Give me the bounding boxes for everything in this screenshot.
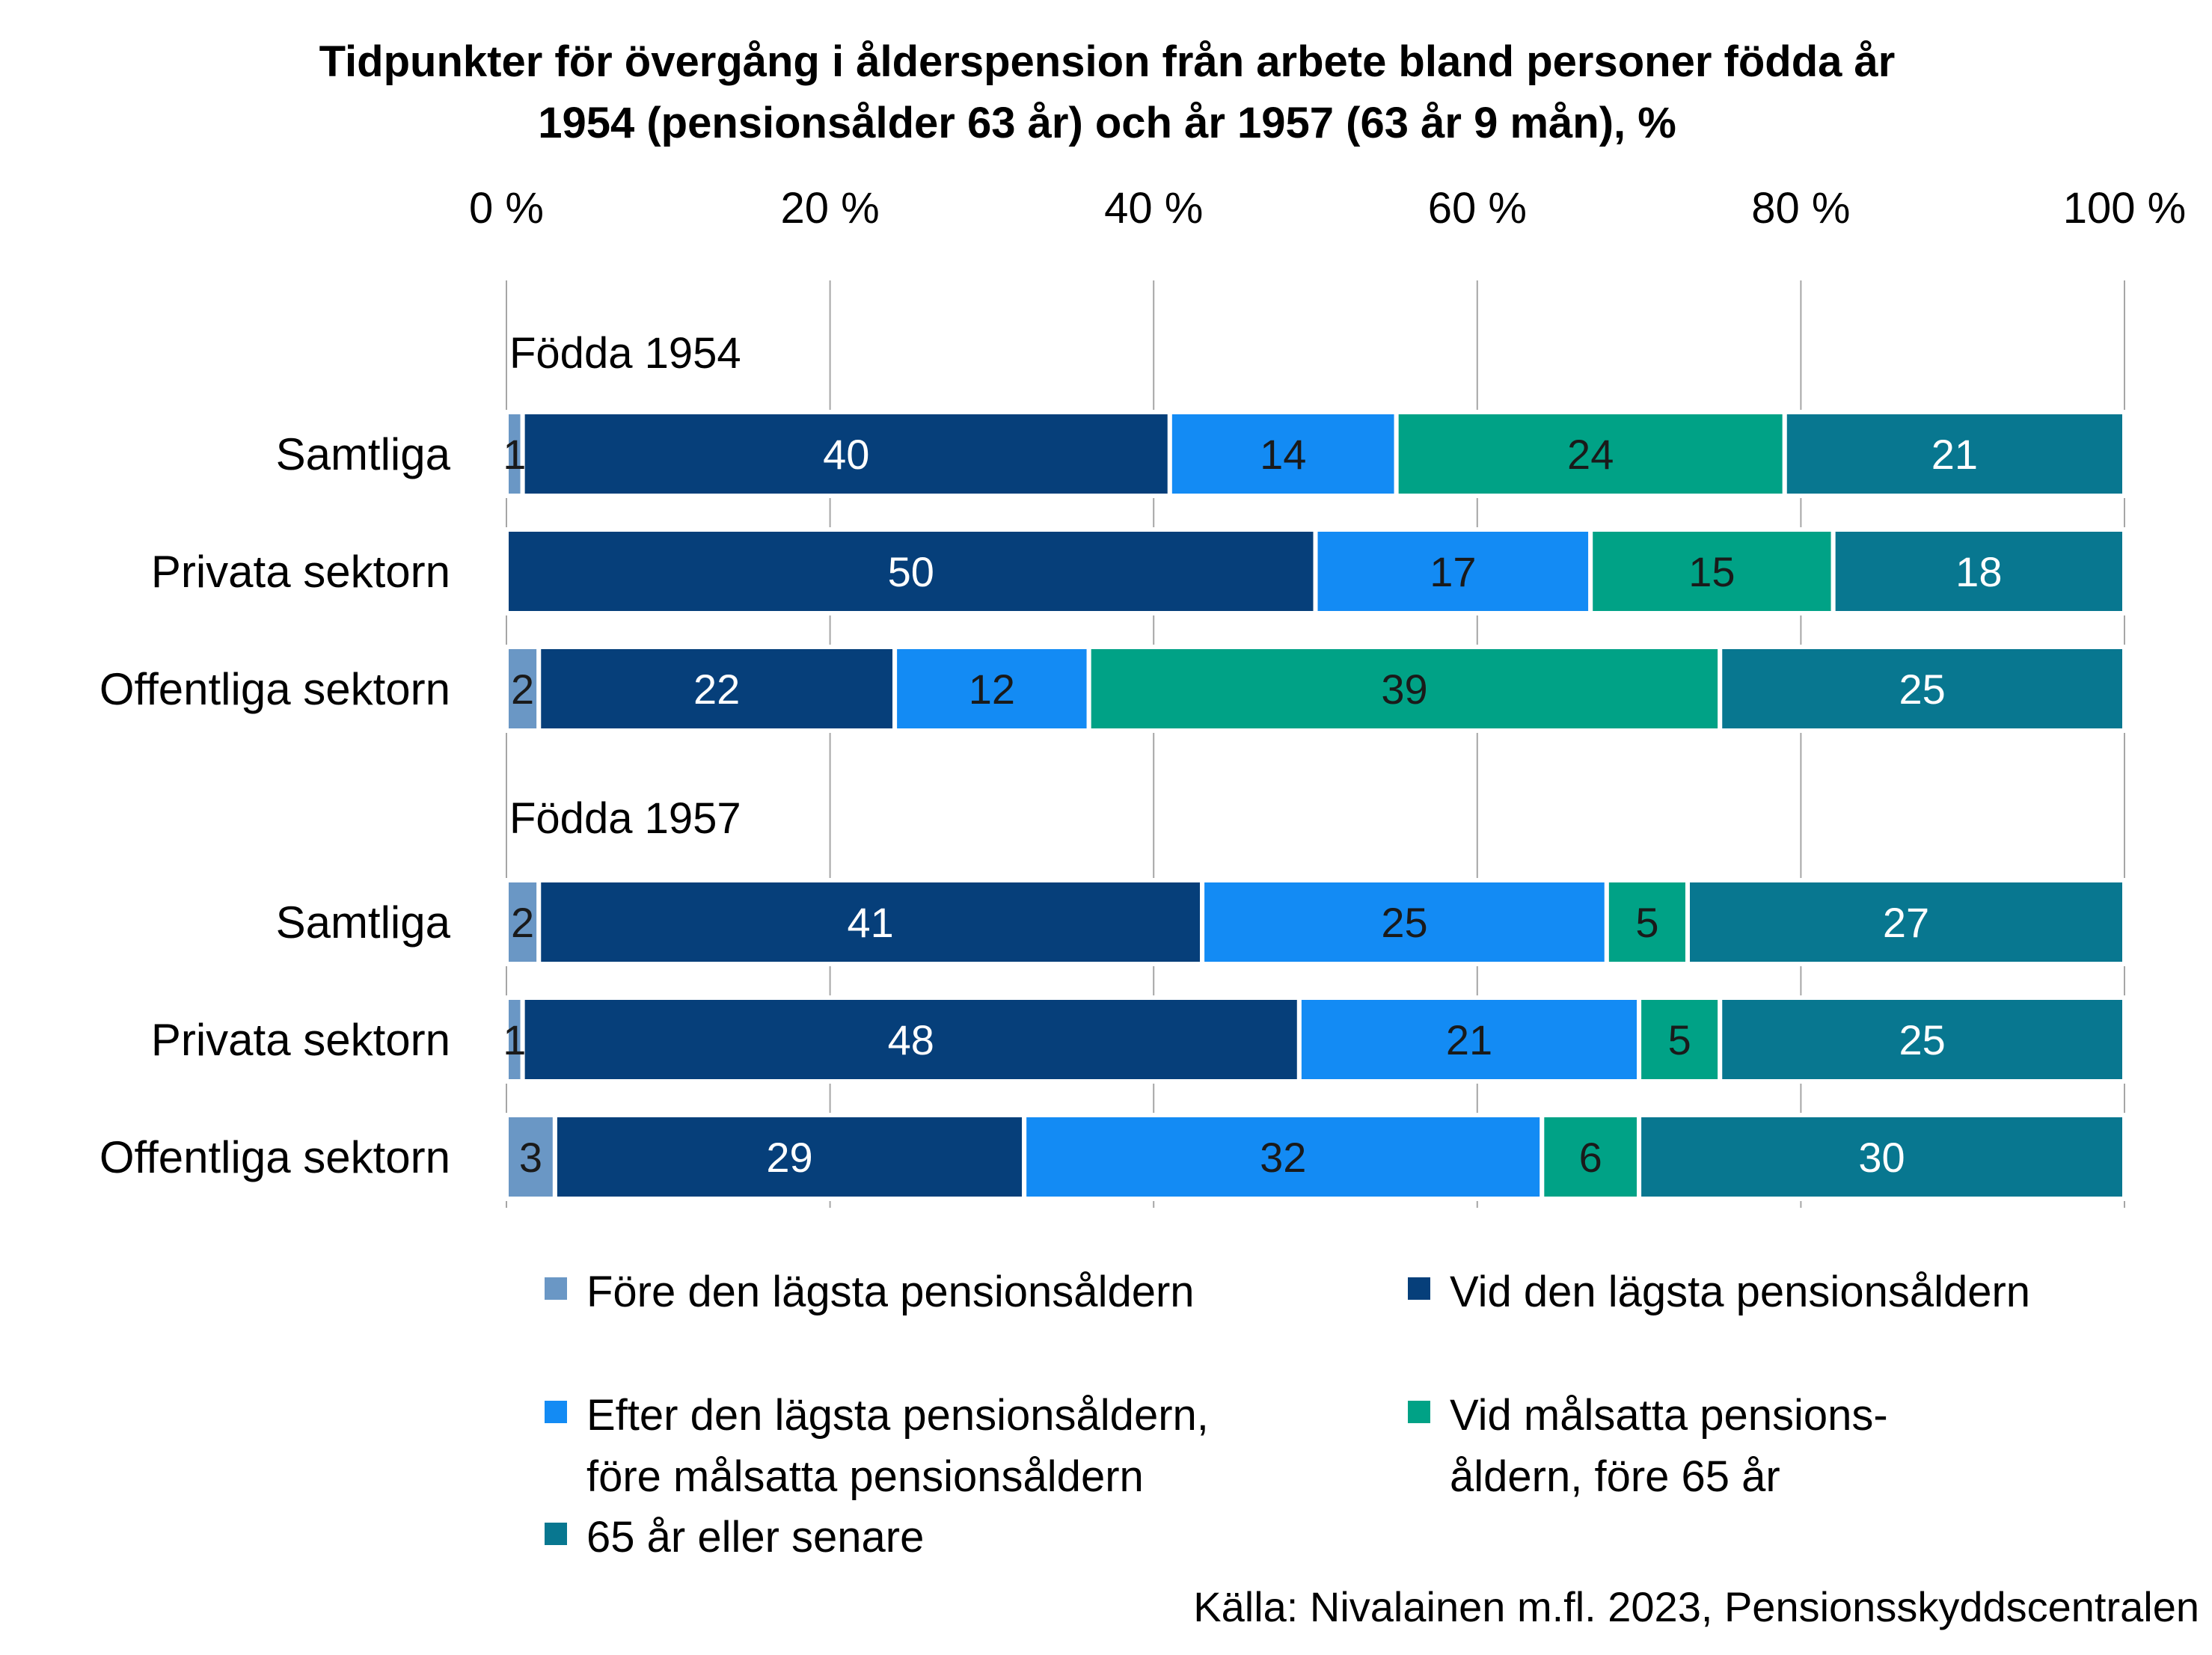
bar-segment [1782,410,2127,498]
legend-label: 65 år eller senare [586,1513,924,1562]
chart-title-line: Tidpunkter för övergång i ålderspension … [319,37,1896,86]
data-label: 21 [1446,1016,1492,1063]
bar-segment [1685,878,2127,966]
x-axis-ticks: 0 % 20 % 40 % 60 % 80 % 100 % [469,184,2186,233]
x-tick-label: 40 % [1104,184,1203,233]
group-label: Födda 1954 [509,329,741,378]
bars [504,410,2127,1201]
source-note: Källa: Nivalainen m.fl. 2023, Pensionssk… [1193,1583,2199,1630]
data-label: 17 [1430,548,1476,595]
legend-swatch [545,1523,567,1545]
data-label: 24 [1567,431,1614,478]
legend-swatch [1408,1401,1430,1423]
data-label: 25 [1381,899,1427,946]
data-label: 30 [1858,1134,1905,1181]
x-tick-label: 0 % [469,184,544,233]
category-label: Offentliga sektorn [99,1132,450,1182]
category-label: Samtliga [276,897,451,948]
x-tick-label: 100 % [2063,184,2186,233]
bar-segment [892,645,1091,733]
category-label: Samtliga [276,429,451,479]
legend: Före den lägsta pensionsåldern Vid den lä… [545,1268,2030,1562]
data-label: 21 [1931,431,1978,478]
legend-label: Vid målsatta pensions- [1450,1391,1888,1440]
data-label: 1 [503,431,526,478]
bar-segment [1167,410,1399,498]
category-label: Offentliga sektorn [99,664,450,714]
legend-swatch [545,1401,567,1423]
data-label: 32 [1260,1134,1306,1181]
bar-segment [1588,527,1836,615]
data-label: 2 [511,666,534,713]
x-tick-label: 20 % [780,184,879,233]
chart-title: Tidpunkter för övergång i ålderspension … [319,37,1896,147]
data-label: 3 [519,1134,542,1181]
data-label: 5 [1635,899,1658,946]
category-labels: Födda 1954 Samtliga Privata sektorn Offentl… [99,329,741,1182]
x-tick-label: 60 % [1428,184,1527,233]
legend-label: före målsatta pensionsåldern [586,1452,1144,1501]
data-label: 27 [1883,899,1929,946]
legend-label: Efter den lägsta pensionsåldern, [586,1391,1209,1440]
data-label: 39 [1381,666,1427,713]
category-label: Privata sektorn [151,1015,450,1065]
bar-segment [1313,527,1593,615]
bar-segment [1394,410,1787,498]
bar-segment [1200,878,1609,966]
category-label: Privata sektorn [151,547,450,597]
bar-segment [552,1113,1027,1201]
bar-segment [1830,527,2127,615]
data-label: 48 [888,1016,934,1063]
data-label: 1 [503,1016,526,1063]
data-label: 50 [888,548,934,595]
data-label: 41 [848,899,894,946]
bar-segment [536,645,898,733]
bar-segment [1718,995,2127,1084]
data-label: 6 [1579,1134,1602,1181]
data-label: 22 [693,666,740,713]
data-label: 29 [766,1134,812,1181]
legend-label: Vid den lägsta pensionsåldern [1450,1268,2030,1316]
legend-swatch [545,1277,567,1300]
group-label: Födda 1957 [509,794,741,843]
x-tick-label: 80 % [1751,184,1850,233]
bar-segment [1637,1113,2127,1201]
bar-segment [504,645,542,733]
legend-swatch [1408,1277,1430,1300]
bar-segment [1539,1113,1642,1201]
chart-title-line: 1954 (pensionsålder 63 år) och år 1957 (… [538,99,1676,147]
legend-label: Före den lägsta pensionsåldern [586,1268,1195,1316]
bar-segment [536,878,1205,966]
data-label: 18 [1955,548,2002,595]
data-label: 12 [969,666,1015,713]
data-label: 25 [1899,1016,1945,1063]
bar-segment [1296,995,1642,1084]
data-label: 40 [823,431,869,478]
bar-segment [504,527,1318,615]
data-label: 15 [1688,548,1735,595]
legend-label: åldern, före 65 år [1450,1452,1780,1501]
data-label: 2 [511,899,534,946]
data-label: 25 [1899,666,1945,713]
data-label: 5 [1668,1016,1691,1063]
data-label: 14 [1260,431,1306,478]
bar-segment [1718,645,2127,733]
